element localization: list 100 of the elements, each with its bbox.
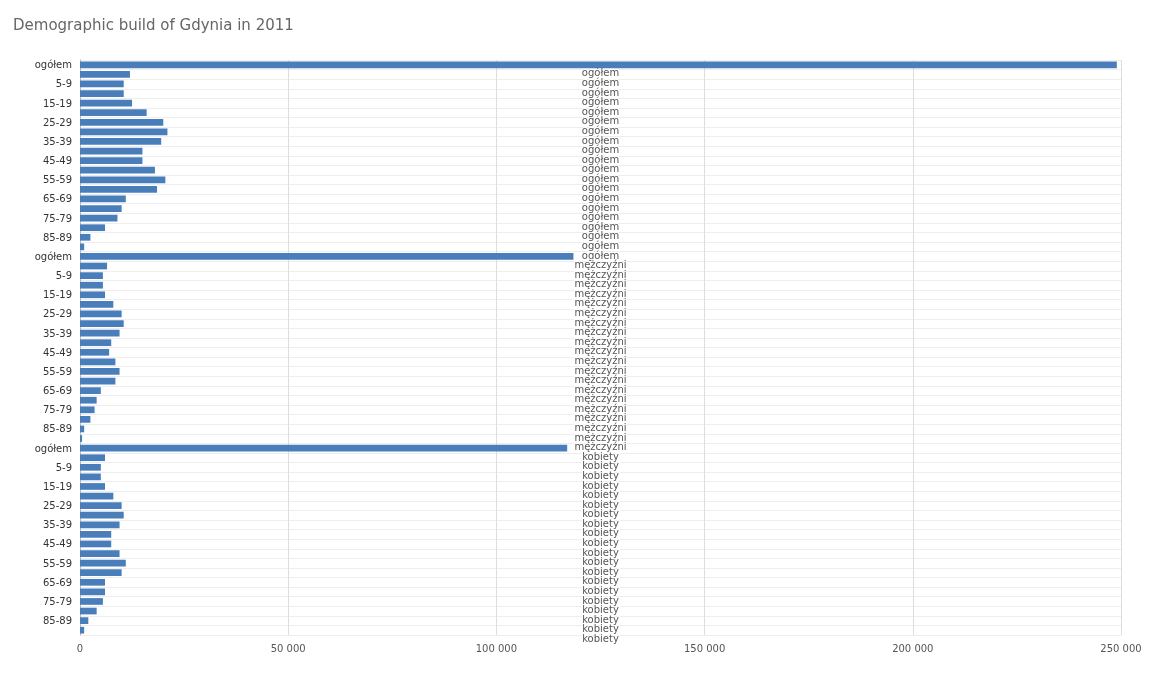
annotation: ogółem [581, 230, 620, 242]
bar [80, 310, 122, 318]
y-tick-label: 85-89 [42, 231, 72, 243]
annotation: mężczyźni [574, 316, 627, 328]
bar [80, 233, 91, 241]
annotation: mężczyźni [574, 354, 627, 366]
annotation: ogółem [581, 239, 620, 251]
annotation: kobiety [582, 460, 619, 472]
annotation: ogółem [581, 115, 620, 127]
annotation: mężczyźni [574, 364, 627, 376]
annotation: ogółem [581, 220, 620, 232]
x-tick-label: 150 000 [683, 642, 726, 654]
annotation: ogółem [581, 249, 620, 261]
bar [80, 339, 112, 347]
bar [80, 109, 147, 117]
y-tick-label: 25-29 [42, 116, 72, 128]
bar [80, 521, 120, 529]
annotation: mężczyźni [574, 278, 627, 290]
bar [80, 166, 155, 174]
bar [80, 329, 120, 337]
annotation: kobiety [582, 537, 619, 549]
annotation: ogółem [581, 105, 620, 117]
bar [80, 473, 101, 481]
annotation: ogółem [581, 86, 620, 98]
y-tick-label: ogółem [34, 59, 72, 71]
annotation: mężczyźni [574, 307, 627, 319]
annotation: ogółem [581, 144, 620, 156]
bar [80, 396, 97, 404]
annotation: mężczyźni [574, 431, 627, 443]
x-tick-label: 0 [76, 642, 84, 654]
bar [80, 463, 101, 471]
bar [80, 598, 103, 605]
annotation: mężczyźni [574, 393, 627, 405]
x-tick-label: 100 000 [475, 642, 518, 654]
bar [80, 61, 1117, 69]
bar [80, 291, 105, 299]
annotation: ogółem [581, 153, 620, 165]
annotation: ogółem [581, 172, 620, 184]
y-tick-label: 65-69 [42, 576, 72, 588]
bar [80, 301, 114, 308]
annotation: kobiety [582, 604, 619, 616]
bar [80, 406, 95, 414]
annotation: mężczyźni [574, 268, 627, 280]
x-tick-label: 200 000 [892, 642, 934, 654]
annotation: ogółem [581, 182, 620, 194]
annotation: mężczyźni [574, 345, 627, 357]
bar [80, 138, 162, 145]
bar [80, 176, 166, 184]
y-tick-label: 5-9 [55, 461, 72, 473]
bar [80, 118, 164, 126]
annotation: mężczyźni [574, 374, 627, 386]
y-tick-label: 5-9 [55, 270, 72, 282]
annotation: ogółem [581, 211, 620, 223]
annotation: ogółem [581, 96, 620, 108]
bar [80, 157, 143, 164]
y-tick-label: ogółem [34, 250, 72, 262]
annotation: ogółem [581, 77, 620, 89]
bar [80, 416, 91, 423]
bar [80, 626, 85, 634]
bar [80, 531, 112, 538]
bar [80, 559, 126, 567]
bar [80, 320, 124, 327]
bar [80, 90, 124, 97]
bar [80, 80, 124, 88]
annotation: mężczyźni [574, 297, 627, 309]
annotation: ogółem [581, 134, 620, 146]
bar [80, 348, 110, 356]
bar [80, 281, 103, 289]
chart-title: Demographic build of Gdynia in 2011 [13, 15, 294, 34]
bar [80, 224, 105, 232]
annotation: kobiety [582, 623, 619, 635]
annotation: ogółem [581, 201, 620, 213]
y-tick-label: 85-89 [42, 615, 72, 627]
y-tick-label: 15-19 [42, 289, 72, 301]
x-tick-label: 250 000 [1100, 642, 1142, 654]
y-tick-label: 35-39 [42, 327, 72, 339]
bar [80, 272, 103, 279]
y-tick-label: 25-29 [42, 500, 72, 512]
annotation: mężczyźni [574, 441, 627, 453]
annotation: ogółem [581, 67, 620, 79]
annotation: mężczyźni [574, 335, 627, 347]
bar [80, 71, 130, 78]
annotation: ogółem [581, 124, 620, 136]
bar [80, 368, 120, 375]
y-tick-label: 15-19 [42, 97, 72, 109]
annotation: kobiety [582, 489, 619, 501]
bar [80, 607, 97, 615]
bar [80, 511, 124, 519]
y-tick-label: ogółem [34, 442, 72, 454]
bar [80, 578, 105, 586]
y-tick-label: 45-49 [42, 346, 72, 358]
y-tick-label: 65-69 [42, 385, 72, 397]
annotation: ogółem [581, 192, 620, 204]
y-tick-label: 75-79 [42, 404, 72, 416]
y-tick-label: 75-79 [42, 595, 72, 607]
bar [80, 550, 120, 557]
x-tick-label: 50 000 [270, 642, 306, 654]
y-tick-label: 55-59 [42, 557, 72, 569]
bar [80, 483, 105, 490]
y-tick-label: 45-49 [42, 538, 72, 550]
